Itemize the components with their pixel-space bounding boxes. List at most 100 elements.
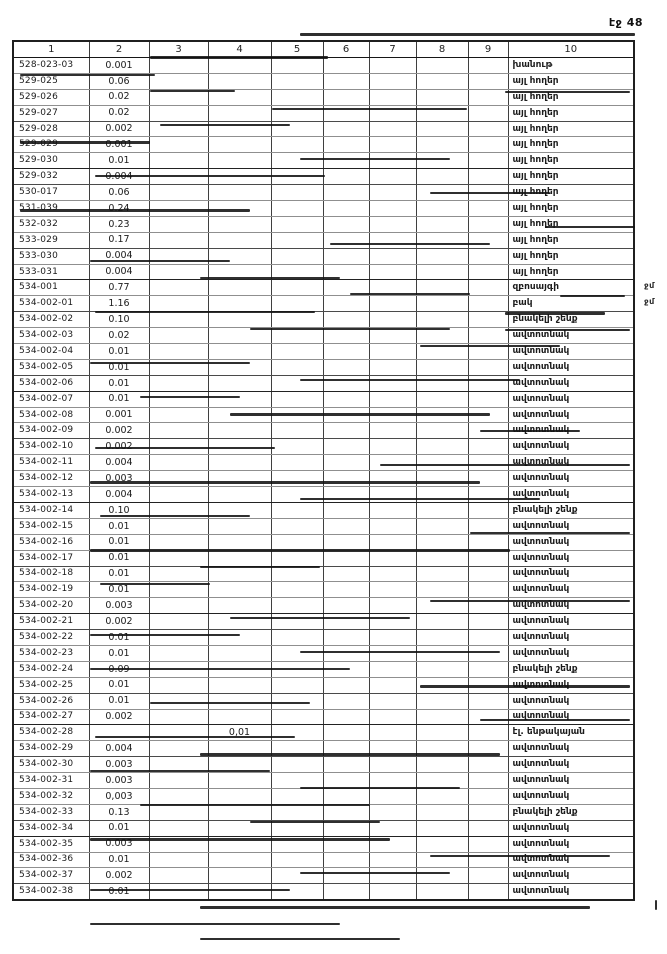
cell-empty bbox=[368, 168, 417, 186]
cell-area: 0.02 bbox=[88, 327, 150, 345]
cell-empty bbox=[415, 533, 469, 551]
cell-empty bbox=[148, 724, 209, 742]
table-row: 534-002-10 0.002 ավտոտնակ bbox=[12, 438, 635, 456]
cell-empty bbox=[415, 390, 469, 408]
cell-area: 0.002 bbox=[88, 708, 150, 726]
table-row: 528-023-03 0.001 խանութ bbox=[12, 57, 635, 74]
cell-empty bbox=[148, 263, 209, 281]
table-row: 534-002-27 0.002 ավտոտնակ bbox=[12, 708, 635, 726]
cell-code: 534-002-22 bbox=[12, 629, 90, 646]
cell-c4 bbox=[207, 835, 272, 853]
cell-empty bbox=[415, 438, 469, 456]
cell-code: 534-002-30 bbox=[12, 756, 90, 774]
cell-empty bbox=[148, 231, 209, 249]
cell-use: այլ հողեր bbox=[507, 104, 635, 122]
cell-empty bbox=[322, 311, 370, 329]
cell-empty bbox=[467, 343, 509, 360]
cell-empty bbox=[148, 104, 209, 122]
cell-empty bbox=[270, 613, 324, 631]
cell-c4 bbox=[207, 803, 272, 821]
cell-empty bbox=[415, 883, 469, 901]
cell-empty bbox=[148, 772, 209, 789]
table-row: 534-001 0.77 զբոսայգի bbox=[12, 279, 635, 297]
cell-c4 bbox=[207, 867, 272, 885]
cell-c4 bbox=[207, 787, 272, 805]
cell-use: ավտոտնակ bbox=[507, 597, 635, 615]
cell-empty bbox=[368, 390, 417, 408]
cell-empty bbox=[467, 486, 509, 503]
cell-empty bbox=[467, 724, 509, 742]
cell-empty bbox=[270, 406, 324, 424]
cell-empty bbox=[415, 835, 469, 853]
cell-use: ավտոտնակ bbox=[507, 740, 635, 758]
cell-empty bbox=[322, 835, 370, 853]
table-row: 534-002-18 0.01 ավտոտնակ bbox=[12, 565, 635, 583]
cell-c4 bbox=[207, 454, 272, 472]
cell-code: 534-002-21 bbox=[12, 613, 90, 631]
cell-code: 534-002-10 bbox=[12, 438, 90, 456]
cell-empty bbox=[368, 295, 417, 313]
cell-empty bbox=[148, 120, 209, 138]
cell-c4: 0,01 bbox=[207, 724, 272, 742]
table-row: 529-028 0.002 այլ հողեր bbox=[12, 120, 635, 138]
cell-empty bbox=[270, 136, 324, 154]
cell-area: 0.01 bbox=[88, 676, 150, 694]
cell-empty bbox=[270, 549, 324, 567]
cell-empty bbox=[467, 136, 509, 154]
cell-c4 bbox=[207, 676, 272, 694]
cell-empty bbox=[270, 88, 324, 106]
cell-empty bbox=[467, 517, 509, 535]
cell-code: 534-002-29 bbox=[12, 740, 90, 758]
cell-empty bbox=[148, 88, 209, 106]
cell-empty bbox=[415, 597, 469, 615]
cell-code: 534-002-35 bbox=[12, 835, 90, 853]
cell-area: 0.06 bbox=[88, 184, 150, 202]
cell-code: 534-001 bbox=[12, 279, 90, 297]
cell-empty bbox=[368, 470, 417, 488]
cell-use: այլ հողեր bbox=[507, 263, 635, 281]
cell-code: 529-032 bbox=[12, 168, 90, 186]
cell-empty bbox=[270, 644, 324, 662]
cell-empty bbox=[270, 676, 324, 694]
cell-code: 528-023-03 bbox=[12, 57, 90, 74]
cell-c4 bbox=[207, 152, 272, 170]
table-row: 534-002-03 0.02 ավտոտնակ bbox=[12, 327, 635, 345]
cell-empty bbox=[322, 358, 370, 376]
cell-use: այլ հողեր bbox=[507, 215, 635, 233]
cell-area: 0.17 bbox=[88, 231, 150, 249]
cell-c4 bbox=[207, 819, 272, 837]
cell-empty bbox=[415, 358, 469, 376]
cell-area: 0.01 bbox=[88, 358, 150, 376]
cell-empty bbox=[148, 184, 209, 202]
table-row: 534-002-14 0.10 բնակելի շենք bbox=[12, 501, 635, 519]
cell-code: 531-039 bbox=[12, 200, 90, 217]
table-row: 533-031 0.004 այլ հողեր bbox=[12, 263, 635, 281]
table-row: 534-002-12 0.003 ավտոտնակ bbox=[12, 470, 635, 488]
cell-empty bbox=[415, 279, 469, 297]
cell-use: ավտոտնակ bbox=[507, 819, 635, 837]
cell-use: ավտոտնակ bbox=[507, 581, 635, 599]
scan-artifact bbox=[655, 900, 657, 910]
cell-empty bbox=[415, 692, 469, 710]
cell-area: 0.24 bbox=[88, 200, 150, 217]
table-row: 534-002-32 0,003 ավտոտնակ bbox=[12, 787, 635, 805]
cell-empty bbox=[322, 501, 370, 519]
cell-empty bbox=[148, 851, 209, 869]
cell-empty bbox=[467, 549, 509, 567]
cell-empty bbox=[467, 104, 509, 122]
table-row: 534-002-13 0.004 ավտոտնակ bbox=[12, 486, 635, 503]
cell-area: 0.004 bbox=[88, 168, 150, 186]
cell-empty bbox=[415, 57, 469, 74]
cell-empty bbox=[270, 851, 324, 869]
cell-use: ավտոտնակ bbox=[507, 644, 635, 662]
cell-area: 0.004 bbox=[88, 454, 150, 472]
cell-area: 0.23 bbox=[88, 215, 150, 233]
cell-empty bbox=[415, 819, 469, 837]
cell-area: 0.003 bbox=[88, 835, 150, 853]
cell-area: 0.01 bbox=[88, 581, 150, 599]
cell-c4 bbox=[207, 104, 272, 122]
cell-empty bbox=[467, 390, 509, 408]
cell-empty bbox=[148, 454, 209, 472]
cell-empty bbox=[467, 581, 509, 599]
cell-empty bbox=[467, 247, 509, 265]
